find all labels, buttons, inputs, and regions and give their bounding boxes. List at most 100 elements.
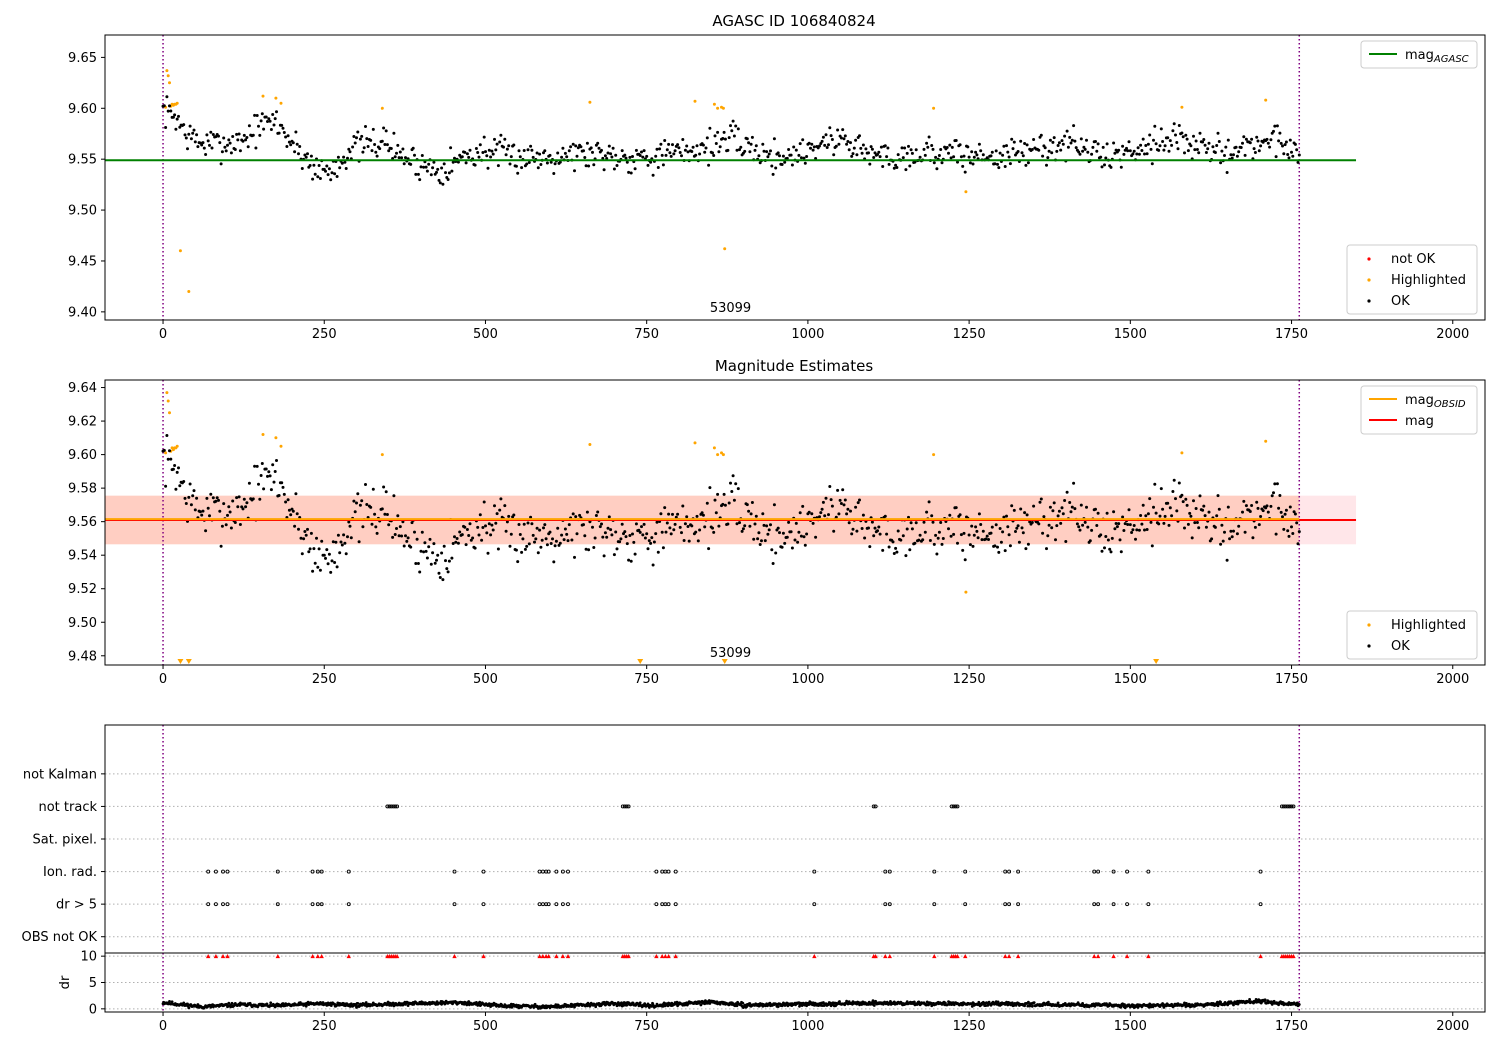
point-ok [765, 150, 769, 154]
point-ok [847, 521, 851, 525]
flag-marker [883, 902, 888, 907]
point-ok [300, 552, 304, 556]
point-ok [610, 155, 614, 159]
clipped-dr-marker [659, 953, 665, 959]
point-ok [353, 510, 357, 514]
x-tick-label: 1750 [1275, 327, 1308, 342]
point-ok [557, 543, 561, 547]
point-ok [607, 144, 611, 148]
point-ok [1045, 163, 1048, 167]
x-tick-label: 1000 [791, 327, 824, 342]
point-ok [825, 146, 829, 149]
point-ok [1137, 152, 1141, 156]
point-ok [972, 533, 976, 537]
clipped-dr-marker [955, 953, 960, 959]
clipped-dr-marker [666, 953, 671, 959]
point-ok [623, 153, 627, 157]
point-ok [659, 142, 663, 146]
point-ok [962, 531, 966, 535]
point-ok [344, 167, 348, 170]
point-ok [1140, 149, 1144, 152]
point-ok [803, 543, 807, 547]
point-ok [257, 124, 260, 128]
point-ok [295, 512, 299, 516]
point-ok [166, 457, 170, 461]
point-ok [672, 528, 676, 532]
point-ok [849, 141, 852, 145]
point-ok [291, 141, 295, 145]
flag-marker [393, 804, 398, 809]
point-ok [1250, 137, 1254, 141]
flag-marker [1291, 804, 1296, 809]
point-ok [331, 540, 335, 544]
point-ok [1042, 515, 1046, 519]
point-ok [941, 537, 945, 540]
point-ok [347, 147, 351, 151]
point-ok [1008, 544, 1012, 548]
point-ok [947, 527, 950, 531]
point-ok [766, 532, 770, 536]
point-ok [1201, 508, 1205, 512]
point-ok [854, 505, 858, 509]
point-ok [509, 532, 513, 536]
point-ok [322, 553, 326, 557]
point-ok [1063, 499, 1067, 502]
clipped-dr-marker [1015, 953, 1021, 959]
point-ok [655, 520, 659, 524]
point-ok [460, 533, 464, 537]
point-ok [772, 503, 776, 507]
legend-label: Highlighted [1391, 618, 1466, 633]
point-dr [1123, 1003, 1126, 1006]
point-ok [339, 540, 343, 544]
flag-marker [213, 869, 218, 874]
point-ok [1134, 537, 1137, 541]
y-tick-label: 9.62 [68, 415, 97, 430]
point-ok [1259, 515, 1263, 518]
point-ok [671, 512, 674, 516]
point-ok [1139, 514, 1143, 517]
point-ok [1170, 514, 1174, 518]
point-ok [473, 546, 477, 550]
legend-label-subscript: OBSID [1434, 399, 1466, 410]
point-ok [164, 484, 168, 488]
point-ok [556, 151, 560, 155]
point-ok [427, 162, 431, 166]
point-ok [247, 124, 251, 128]
point-ok [362, 146, 366, 150]
point-ok [220, 524, 224, 528]
point-ok [925, 141, 929, 145]
point-ok [1032, 504, 1036, 508]
point-ok [411, 146, 415, 150]
point-ok [849, 509, 852, 513]
y-tick-label: 9.60 [68, 102, 97, 117]
panel-title: AGASC ID 106840824 [712, 12, 875, 30]
point-ok [338, 551, 342, 555]
point-ok [1078, 152, 1082, 156]
point-ok [570, 538, 574, 542]
point-ok [656, 550, 660, 554]
clipped-dr-marker [626, 953, 631, 959]
point-ok [770, 548, 774, 552]
point-ok [747, 509, 751, 513]
point-ok [235, 496, 239, 500]
point-ok [625, 542, 629, 546]
point-ok [750, 501, 754, 504]
point-ok [612, 167, 616, 171]
point-ok [1003, 549, 1007, 553]
point-ok [266, 474, 269, 478]
x-tick-label: 0 [159, 1019, 167, 1034]
point-ok [455, 537, 459, 540]
point-ok [460, 155, 464, 159]
point-ok [770, 164, 774, 168]
point-ok [585, 141, 589, 145]
point-ok [1225, 558, 1229, 562]
point-ok [183, 133, 187, 137]
point-ok [707, 547, 711, 551]
point-ok [1154, 142, 1158, 146]
point-ok [615, 164, 619, 167]
point-ok [1021, 531, 1025, 535]
point-ok [206, 139, 210, 143]
point-ok [789, 153, 793, 157]
point-ok [422, 165, 426, 169]
point-ok [754, 514, 758, 518]
